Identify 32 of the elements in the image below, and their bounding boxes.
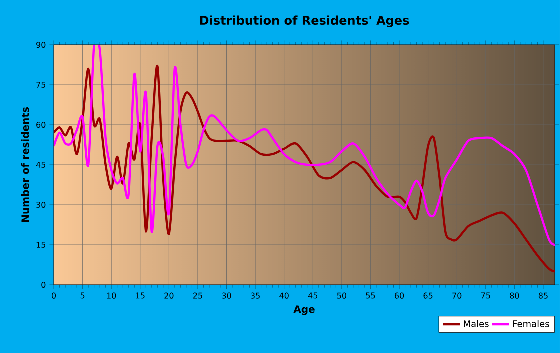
chart-title: Distribution of Residents' Ages — [200, 16, 410, 28]
legend-label: Females — [513, 320, 550, 328]
x-tick-label: 70 — [452, 292, 462, 299]
y-tick-label: 90 — [36, 42, 46, 48]
x-tick-label: 65 — [424, 292, 433, 299]
x-tick-label: 60 — [394, 292, 404, 299]
x-tick-label: 20 — [164, 292, 174, 299]
x-tick-label: 40 — [280, 292, 289, 299]
x-tick-label: 5 — [80, 292, 85, 299]
x-tick-label: 80 — [510, 292, 520, 299]
y-tick-label: 30 — [36, 202, 46, 208]
y-tick-label: 45 — [36, 162, 46, 168]
x-tick-label: 30 — [222, 292, 232, 299]
x-tick-label: 45 — [308, 292, 318, 299]
x-axis-title: Age — [294, 306, 315, 316]
x-tick-label: 35 — [251, 292, 260, 299]
y-tick-label: 75 — [36, 82, 46, 88]
y-tick-label: 15 — [36, 242, 46, 248]
line-series — [54, 45, 555, 246]
legend-label: Males — [464, 320, 489, 328]
y-tick-label: 60 — [36, 122, 46, 128]
x-tick-label: 75 — [481, 292, 490, 299]
x-tick-label: 15 — [136, 292, 145, 299]
x-tick-label: 10 — [107, 292, 116, 299]
line-series — [54, 65, 555, 273]
x-tick-label: 55 — [366, 292, 376, 299]
x-tick-label: 50 — [337, 292, 346, 299]
x-tick-label: 0 — [52, 292, 56, 299]
y-tick-label: 0 — [42, 282, 46, 288]
x-tick-label: 85 — [538, 292, 548, 299]
y-axis-title: Number of residents — [21, 108, 30, 222]
x-tick-label: 25 — [193, 292, 202, 299]
